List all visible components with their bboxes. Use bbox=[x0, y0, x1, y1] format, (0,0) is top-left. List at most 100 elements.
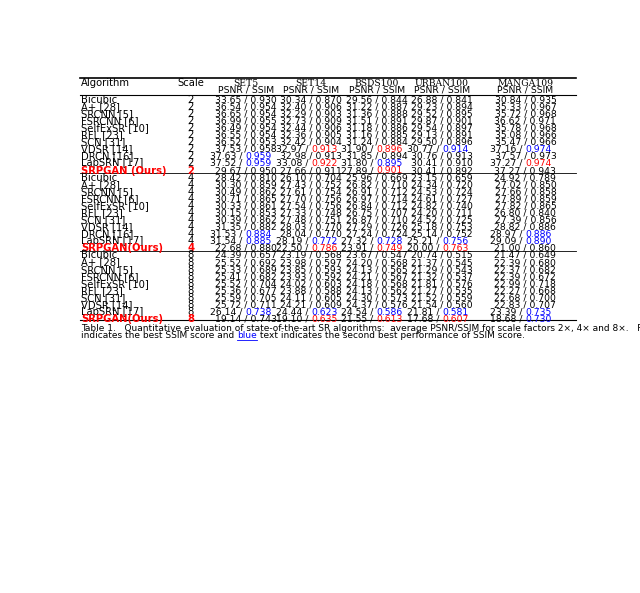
Text: 22.68 / 0.700: 22.68 / 0.700 bbox=[495, 294, 556, 302]
Text: 32.40 / 0.906: 32.40 / 0.906 bbox=[280, 103, 342, 111]
Text: 35.08 / 0.966: 35.08 / 0.966 bbox=[495, 130, 556, 139]
Text: 4: 4 bbox=[188, 173, 194, 183]
Text: 30.76 / 0.913: 30.76 / 0.913 bbox=[411, 152, 473, 161]
Text: 36.65 / 0.954: 36.65 / 0.954 bbox=[215, 109, 276, 119]
Text: RFL [23]: RFL [23] bbox=[81, 130, 123, 140]
Text: Bicubic: Bicubic bbox=[81, 95, 117, 105]
Text: 0.886: 0.886 bbox=[525, 229, 552, 239]
Text: 33.08 /: 33.08 / bbox=[276, 159, 311, 168]
Text: 2: 2 bbox=[188, 109, 194, 119]
Text: 26.87 / 0.710: 26.87 / 0.710 bbox=[346, 216, 408, 225]
Text: 24.52 / 0.725: 24.52 / 0.725 bbox=[412, 216, 473, 225]
Text: DRCN [16]: DRCN [16] bbox=[81, 229, 133, 239]
Text: 25.36 / 0.677: 25.36 / 0.677 bbox=[215, 286, 276, 295]
Text: 36.54 / 0.954: 36.54 / 0.954 bbox=[215, 103, 276, 111]
Text: 0.756: 0.756 bbox=[442, 237, 468, 246]
Text: 31.16 / 0.885: 31.16 / 0.885 bbox=[346, 130, 408, 139]
Text: 0.896: 0.896 bbox=[376, 145, 403, 154]
Text: FSRCNN [6]: FSRCNN [6] bbox=[81, 194, 138, 204]
Text: 22.83 / 0.707: 22.83 / 0.707 bbox=[495, 301, 556, 310]
Text: 0.914: 0.914 bbox=[442, 145, 468, 154]
Text: 28.19 /: 28.19 / bbox=[276, 237, 311, 246]
Text: 8: 8 bbox=[188, 307, 194, 317]
Text: 0.730: 0.730 bbox=[525, 315, 552, 324]
Text: 21.27 / 0.535: 21.27 / 0.535 bbox=[412, 286, 473, 295]
Text: 4: 4 bbox=[188, 180, 194, 190]
Text: 0.581: 0.581 bbox=[442, 308, 468, 317]
Text: 2: 2 bbox=[188, 151, 194, 161]
Text: 21.54 / 0.560: 21.54 / 0.560 bbox=[412, 301, 473, 310]
Text: 30.34 / 0.870: 30.34 / 0.870 bbox=[280, 95, 342, 104]
Text: 0.959: 0.959 bbox=[246, 159, 272, 168]
Text: PSNR / SSIM: PSNR / SSIM bbox=[414, 86, 470, 95]
Text: VDSR [14]: VDSR [14] bbox=[81, 300, 132, 310]
Text: Bicubic: Bicubic bbox=[81, 250, 117, 260]
Text: 36.52 / 0.953: 36.52 / 0.953 bbox=[215, 138, 276, 146]
Text: 30.30 / 0.859: 30.30 / 0.859 bbox=[215, 180, 276, 189]
Text: 4: 4 bbox=[188, 229, 194, 239]
Text: 24.02 / 0.603: 24.02 / 0.603 bbox=[280, 279, 342, 288]
Text: 0.890: 0.890 bbox=[525, 237, 552, 246]
Text: 21.32 / 0.537: 21.32 / 0.537 bbox=[412, 272, 473, 281]
Text: 24.82 / 0.740: 24.82 / 0.740 bbox=[411, 202, 473, 211]
Text: 0.586: 0.586 bbox=[376, 308, 403, 317]
Text: 27.39 / 0.856: 27.39 / 0.856 bbox=[495, 216, 556, 225]
Text: 0.738: 0.738 bbox=[246, 308, 272, 317]
Text: 21.29 / 0.543: 21.29 / 0.543 bbox=[412, 265, 473, 274]
Text: 35.72 / 0.968: 35.72 / 0.968 bbox=[495, 109, 556, 119]
Text: 27.33 / 0.748: 27.33 / 0.748 bbox=[280, 209, 342, 218]
Text: 21.00 / 0.860: 21.00 / 0.860 bbox=[495, 244, 556, 253]
Text: 4: 4 bbox=[187, 243, 194, 253]
Text: 37.63 /: 37.63 / bbox=[210, 152, 246, 161]
Text: 32.42 / 0.904: 32.42 / 0.904 bbox=[280, 138, 342, 146]
Text: 35.78 / 0.968: 35.78 / 0.968 bbox=[495, 123, 556, 133]
Text: LapSRN [17]: LapSRN [17] bbox=[81, 307, 143, 317]
Text: 0.613: 0.613 bbox=[376, 315, 403, 324]
Text: 37.16 /: 37.16 / bbox=[490, 145, 525, 154]
Text: 0.735: 0.735 bbox=[525, 308, 552, 317]
Text: 8: 8 bbox=[188, 300, 194, 310]
Text: 19.10 /: 19.10 / bbox=[276, 315, 311, 324]
Text: 29.52 / 0.895: 29.52 / 0.895 bbox=[412, 109, 473, 119]
Text: A+ [28]: A+ [28] bbox=[81, 102, 120, 112]
Text: 0.895: 0.895 bbox=[376, 159, 403, 168]
Text: 24.54 /: 24.54 / bbox=[341, 308, 376, 317]
Text: 24.20 / 0.711: 24.20 / 0.711 bbox=[411, 209, 473, 218]
Text: 24.44 /: 24.44 / bbox=[276, 308, 311, 317]
Text: blue: blue bbox=[237, 331, 257, 340]
Text: 0.607: 0.607 bbox=[442, 315, 468, 324]
Text: 30.84 / 0.935: 30.84 / 0.935 bbox=[495, 95, 556, 104]
Text: 2: 2 bbox=[188, 130, 194, 140]
Text: 23.39 /: 23.39 / bbox=[490, 308, 525, 317]
Text: 26.82 / 0.710: 26.82 / 0.710 bbox=[346, 180, 408, 189]
Text: 32.98 / 0.913: 32.98 / 0.913 bbox=[280, 152, 342, 161]
Text: SRPGAN(Ours): SRPGAN(Ours) bbox=[81, 243, 163, 253]
Text: RFL [23]: RFL [23] bbox=[81, 286, 123, 296]
Text: indicates the best SSIM score and: indicates the best SSIM score and bbox=[81, 331, 237, 340]
Text: 23.15 / 0.659: 23.15 / 0.659 bbox=[412, 173, 473, 182]
Text: 27.66 / 0.858: 27.66 / 0.858 bbox=[495, 187, 556, 196]
Text: 2: 2 bbox=[187, 165, 194, 176]
Text: 24.53 / 0.724: 24.53 / 0.724 bbox=[412, 187, 473, 196]
Text: 23.88 / 0.588: 23.88 / 0.588 bbox=[280, 286, 342, 295]
Text: 25.18 / 0.753: 25.18 / 0.753 bbox=[412, 222, 473, 232]
Text: Scale: Scale bbox=[177, 78, 204, 88]
Text: 24.37 / 0.576: 24.37 / 0.576 bbox=[346, 301, 408, 310]
Text: 24.61 / 0.727: 24.61 / 0.727 bbox=[411, 195, 473, 203]
Text: SCN [31]: SCN [31] bbox=[81, 137, 125, 147]
Text: 22.37 / 0.682: 22.37 / 0.682 bbox=[495, 265, 556, 274]
Text: 8: 8 bbox=[187, 314, 194, 324]
Text: 0.623: 0.623 bbox=[311, 308, 337, 317]
Text: 27.54 / 0.756: 27.54 / 0.756 bbox=[280, 202, 342, 211]
Text: 36.99 / 0.955: 36.99 / 0.955 bbox=[215, 116, 276, 126]
Text: FSRCNN [6]: FSRCNN [6] bbox=[81, 272, 138, 282]
Text: 28.82 / 0.886: 28.82 / 0.886 bbox=[495, 222, 556, 232]
Text: 28.03 / 0.770: 28.03 / 0.770 bbox=[280, 222, 342, 232]
Text: 2: 2 bbox=[188, 95, 194, 105]
Text: MANGA109: MANGA109 bbox=[497, 79, 554, 88]
Text: 8: 8 bbox=[188, 286, 194, 296]
Text: 26.84 / 0.712: 26.84 / 0.712 bbox=[346, 202, 408, 211]
Text: 33.65 / 0.930: 33.65 / 0.930 bbox=[215, 95, 276, 104]
Text: 21.37 / 0.545: 21.37 / 0.545 bbox=[412, 258, 473, 267]
Text: 2: 2 bbox=[188, 123, 194, 133]
